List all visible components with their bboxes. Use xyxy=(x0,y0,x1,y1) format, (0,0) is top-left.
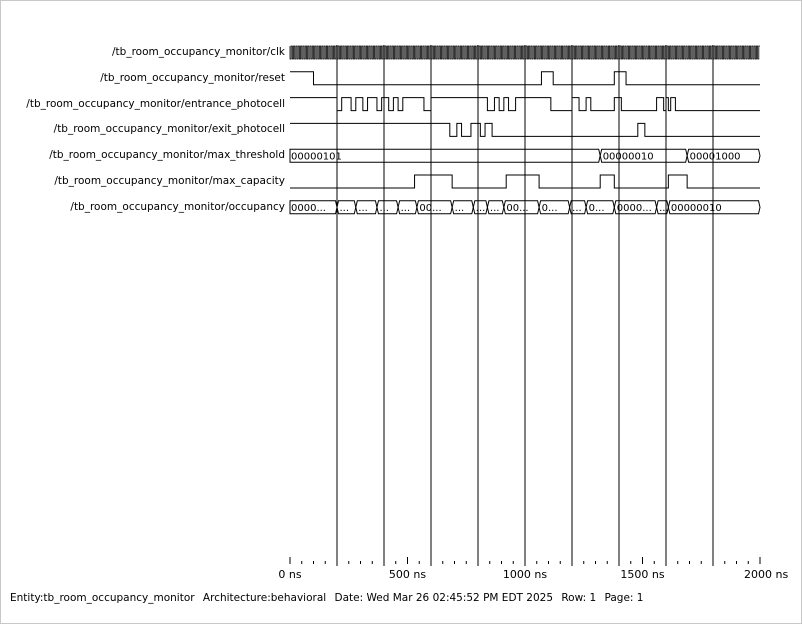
signal-name: /tb_room_occupancy_monitor/occupancy xyxy=(70,200,285,213)
bus-value: ... xyxy=(659,203,669,214)
clk-waveform xyxy=(289,45,760,60)
bit-waveform xyxy=(290,71,760,86)
axis-tick-label: 1000 ns xyxy=(503,568,547,581)
bus-value: ... xyxy=(490,203,500,214)
bus-value: 0... xyxy=(542,203,558,214)
bus-value: ... xyxy=(476,203,486,214)
signal-name: /tb_room_occupancy_monitor/clk xyxy=(112,46,285,58)
bus-value: 0... xyxy=(589,203,605,214)
signal-name: /tb_room_occupancy_monitor/exit_photocel… xyxy=(53,123,285,136)
bus-segment xyxy=(667,200,761,215)
bus-value: 00000101 xyxy=(291,151,342,162)
footer-row: Row: 1 xyxy=(561,592,597,604)
bus-segment xyxy=(686,148,761,163)
bit-waveform xyxy=(290,174,760,189)
bus-value: 00000010 xyxy=(603,151,654,162)
bit-waveform xyxy=(290,122,760,137)
bus-value: 00... xyxy=(506,203,528,214)
bus-value: ... xyxy=(401,203,411,214)
bus-value: ... xyxy=(572,203,582,214)
signal-name: /tb_room_occupancy_monitor/entrance_phot… xyxy=(26,97,285,110)
bus-value: 00001000 xyxy=(690,151,741,162)
axis-tick-label: 1500 ns xyxy=(620,568,664,581)
bus-value: 0000... xyxy=(291,203,326,214)
signal-name: /tb_room_occupancy_monitor/max_threshold xyxy=(49,149,285,162)
axis-tick-label: 0 ns xyxy=(278,568,301,581)
bus-value: ... xyxy=(455,203,465,214)
bus-value: 00... xyxy=(419,203,441,214)
axis-tick-label: 500 ns xyxy=(389,568,426,581)
signal-name: /tb_room_occupancy_monitor/max_capacity xyxy=(54,175,285,187)
footer-page: Page: 1 xyxy=(604,592,644,604)
bit-waveform xyxy=(290,97,760,112)
footer-architecture: Architecture:behavioral xyxy=(202,592,327,604)
footer-date: Date: Wed Mar 26 02:45:52 PM EDT 2025 xyxy=(334,592,553,604)
print-footer: Entity:tb_room_occupancy_monitor Archite… xyxy=(10,592,649,604)
axis-tick-label: 2000 ns xyxy=(744,568,788,581)
bus-value: 00000010 xyxy=(671,203,722,214)
bus-value: ... xyxy=(379,203,389,214)
signal-name: /tb_room_occupancy_monitor/reset xyxy=(100,71,285,84)
bus-value: ... xyxy=(340,203,350,214)
bus-value: 0000... xyxy=(617,203,652,214)
bus-value: ... xyxy=(358,203,368,214)
footer-entity: Entity:tb_room_occupancy_monitor xyxy=(10,592,195,604)
